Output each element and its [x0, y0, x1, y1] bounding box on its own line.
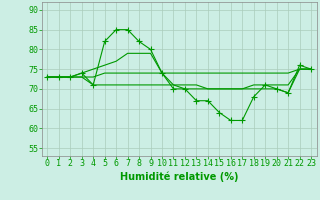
- X-axis label: Humidité relative (%): Humidité relative (%): [120, 171, 238, 182]
